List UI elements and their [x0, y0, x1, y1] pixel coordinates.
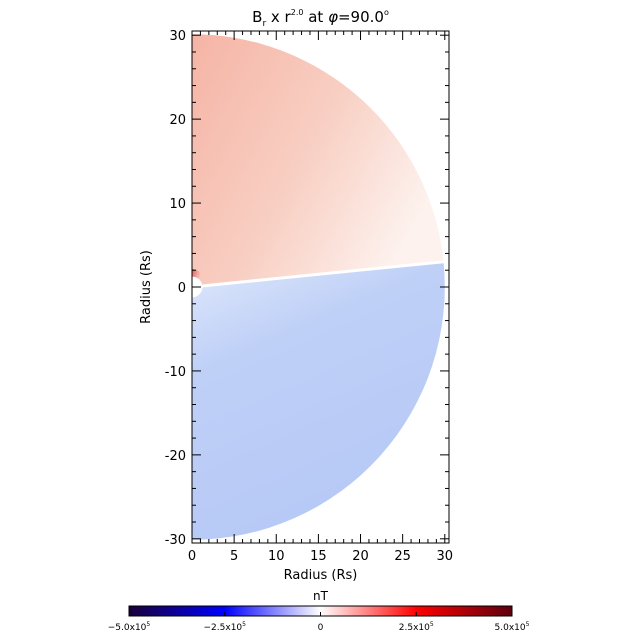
y-tick-label: 0	[178, 281, 186, 296]
colorbar-tick-label: −2.5x105	[204, 621, 247, 633]
y-axis-label: Radius (Rs)	[139, 250, 154, 324]
x-tick-label: 20	[352, 549, 369, 564]
current-sheet-line	[192, 260, 444, 289]
x-axis-label: Radius (Rs)	[284, 568, 358, 583]
colorbar-tick-label: −5.0x105	[108, 621, 151, 633]
y-tick-label: -20	[165, 449, 186, 464]
colorbar-tick-label: 2.5x105	[399, 621, 434, 633]
northern-field-sector	[192, 34, 444, 287]
y-tick-label: -30	[165, 533, 186, 548]
axis-ticks: 0 5 10 15 20 25 30 -30 -20 -10 0 10 20 30	[165, 29, 453, 564]
field-map	[192, 34, 445, 540]
x-tick-label: 10	[268, 549, 285, 564]
colorbar-tick-label: 0	[318, 623, 324, 633]
colorbar-ticks: −5.0x105 −2.5x105 0 2.5x105 5.0x105	[108, 612, 530, 633]
y-tick-label: 10	[169, 197, 186, 212]
colorbar-label: nT	[313, 589, 329, 603]
x-tick-label: 15	[310, 549, 327, 564]
y-tick-label: 20	[169, 113, 186, 128]
colorbar-tick-label: 5.0x105	[495, 621, 530, 633]
x-tick-label: 5	[230, 549, 238, 564]
chart-title: Br x r2.0 at φ=90.0o	[252, 8, 389, 29]
y-tick-label: 30	[169, 29, 186, 44]
x-tick-label: 25	[394, 549, 411, 564]
southern-field-sector	[192, 261, 445, 540]
x-tick-label: 0	[188, 549, 196, 564]
x-tick-label: 30	[437, 549, 454, 564]
y-tick-label: -10	[165, 365, 186, 380]
